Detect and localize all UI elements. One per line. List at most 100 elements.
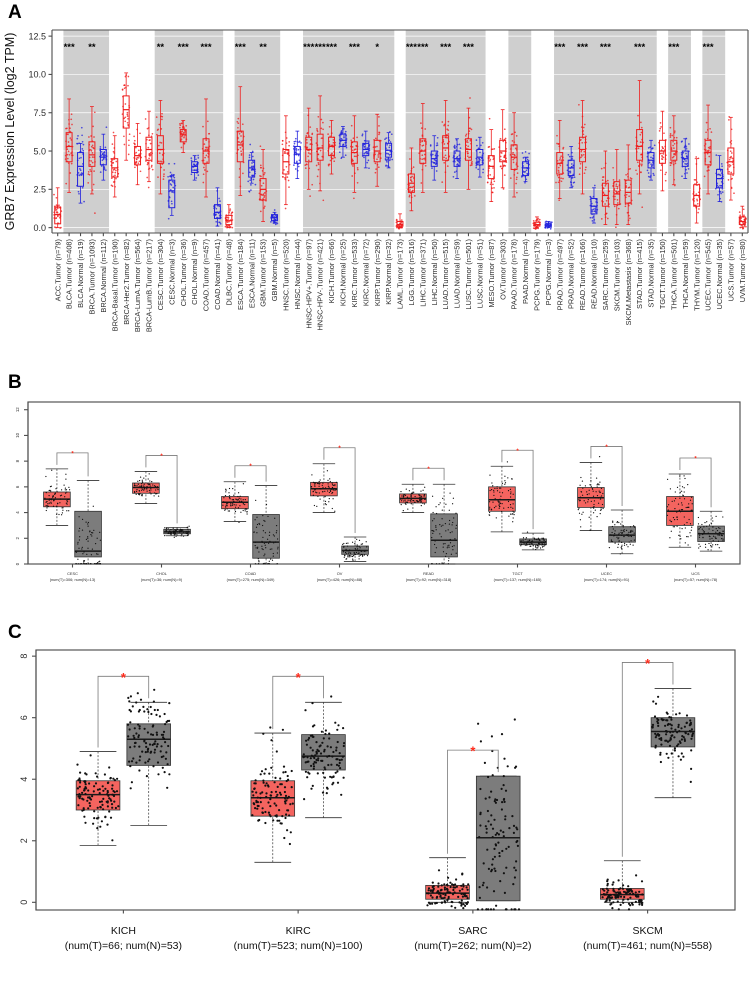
panel-a-x-axis-label: BLCA.Tumor (n=408)	[65, 239, 74, 309]
panel-a-x-axis-label: BRCA-LumB.Tumor (n=217)	[145, 239, 154, 332]
panel-a-x-axis-label: CESC.Normal (n=3)	[167, 239, 176, 305]
panel-a-box-group	[532, 216, 541, 230]
group-name-label: CESC	[67, 571, 78, 576]
panel-a-box-group	[680, 137, 690, 180]
panel-a-x-axis-label: KIRC.Tumor (n=533)	[350, 239, 359, 308]
panel-a-significance-star: ***	[303, 42, 314, 53]
group-sample-count-label: (num(T)=66; num(N)=53)	[65, 940, 182, 952]
panel-a-box-group	[110, 131, 120, 198]
panel-a-box-group	[612, 149, 622, 229]
significance-bracket	[323, 447, 356, 533]
panel-a-box-group	[498, 109, 508, 190]
panel-a-grey-band	[303, 30, 395, 233]
group-name-label: SARC	[458, 925, 488, 937]
panel-a-gepia-pancancer-boxplot: ACC.Tumor (n=79) *** BLCA.Tumor (n=408) BLC…	[0, 18, 750, 363]
panel-a-x-axis-label: CHOL.Normal (n=9)	[190, 239, 199, 305]
panel-a-x-axis-label: ESCA.Tumor (n=184)	[236, 239, 245, 310]
panel-a-box-group	[179, 119, 188, 153]
group-name-label: SKCM	[632, 925, 662, 937]
panel-a-box-group	[623, 144, 633, 225]
group-sample-count-label: (num(T)=174; num(N)=91)	[584, 577, 630, 582]
panel-a-x-axis-label: CHOL.Tumor (n=36)	[179, 239, 188, 306]
panel-a-box-group	[464, 97, 473, 190]
panel-a-x-axis-label: PAAD.Normal (n=4)	[521, 239, 530, 304]
panel-a-significance-star: ***	[178, 42, 189, 53]
group-name-label: TGCT	[512, 571, 523, 576]
panel-a-significance-star: ***	[600, 42, 611, 53]
box-group	[221, 481, 249, 524]
group-name-label: KICH	[111, 925, 136, 937]
panel-a-x-axis-label: TGCT.Tumor (n=150)	[658, 239, 667, 309]
box-group	[252, 485, 280, 565]
panel-a-significance-star: ***	[406, 42, 417, 53]
panel-a-significance-star: *	[375, 42, 379, 53]
panel-a-box-group	[361, 130, 371, 170]
panel-a-box-group	[247, 143, 257, 193]
panel-a-x-axis-label: GBM.Normal (n=5)	[270, 239, 279, 301]
panel-a-x-axis-label: SKCM.Tumor (n=103)	[612, 239, 621, 311]
box-group	[163, 525, 191, 538]
y-tick-label: 4	[15, 511, 20, 514]
panel-a-y-tick-label: 10.0	[28, 70, 46, 80]
panel-a-significance-star: **	[259, 42, 267, 53]
panel-a-significance-star: ***	[703, 42, 714, 53]
panel-a-x-axis-label: LGG.Tumor (n=516)	[407, 239, 416, 305]
group-name-label: UCS	[691, 571, 700, 576]
box-group	[43, 468, 71, 526]
y-tick-label: 2	[15, 537, 20, 540]
box-group	[132, 471, 160, 504]
panel-a-box-group	[190, 154, 200, 181]
panel-a-x-axis-label: BRCA.Normal (n=112)	[99, 239, 108, 313]
panel-a-x-axis-label: LUSC.Tumor (n=501)	[464, 239, 473, 310]
panel-b-svg: *CESC(num(T)=306; num(N)=13)*CHOL(num(T)…	[15, 401, 741, 582]
y-tick-label: 8	[19, 654, 29, 659]
significance-star: *	[249, 464, 252, 470]
panel-a-x-axis-label: SKCM.Metastasis (n=368)	[624, 239, 633, 325]
panel-a-x-axis-label: LIHC.Normal (n=50)	[430, 239, 439, 305]
significance-star: *	[427, 467, 430, 473]
panel-a-x-axis-label: PCPG.Tumor (n=179)	[533, 239, 542, 311]
panel-c-boxplot: * KICH (num(T)=66; num(N)=53) * KIRC (num(T)=…	[0, 640, 750, 985]
significance-star: *	[160, 454, 163, 460]
panel-a-significance-star: ***	[417, 42, 428, 53]
panel-a-box-group	[87, 106, 96, 214]
box-group	[75, 751, 121, 846]
group-sample-count-label: (num(T)=275; num(N)=349)	[227, 577, 275, 582]
group-name-label: UCEC	[601, 571, 612, 576]
panel-a-x-axis-label: BRCA.Tumor (n=1093)	[88, 239, 97, 315]
group-sample-count-label: (num(T)=137; num(N)=165)	[494, 577, 542, 582]
panel-a-significance-star: ***	[440, 42, 451, 53]
panel-a-box-group	[726, 115, 735, 201]
panel-a-significance-star: ***	[200, 42, 211, 53]
box-group	[74, 480, 102, 565]
panel-a-box-group	[350, 115, 359, 200]
panel-a-x-axis-label: CESC.Tumor (n=304)	[156, 239, 165, 310]
panel-a-box-group	[395, 213, 404, 230]
panel-a-x-axis-label: BRCA-Basal.Tumor (n=190)	[110, 239, 119, 331]
panel-a-x-axis-label: COAD.Tumor (n=457)	[202, 239, 211, 311]
panel-a-x-axis-label: UCEC.Tumor (n=545)	[704, 239, 713, 311]
panel-a-y-tick-label: 12.5	[28, 31, 46, 41]
panel-a-box-group	[441, 100, 451, 193]
panel-a-x-axis-label: PAAD.Tumor (n=178)	[510, 239, 519, 309]
panel-a-box-group	[121, 72, 131, 161]
group-sample-count-label: (num(T)=461; num(N)=558)	[583, 940, 712, 952]
panel-a-x-axis-label: KIRP.Normal (n=32)	[384, 239, 393, 305]
panel-a-x-axis-label: READ.Tumor (n=166)	[578, 239, 587, 310]
box-group	[697, 510, 725, 552]
panel-a-box-group	[281, 115, 291, 210]
significance-bracket	[56, 452, 89, 477]
box-group	[301, 695, 346, 819]
panel-a-significance-star: ***	[326, 42, 337, 53]
y-tick-label: 0	[15, 562, 20, 565]
panel-a-x-axis-label: BLCA.Normal (n=19)	[76, 239, 85, 308]
box-group	[600, 860, 645, 911]
y-tick-label: 8	[15, 459, 20, 462]
panel-a-box-group	[407, 147, 416, 212]
panel-a-x-axis-label: HNSC.Normal (n=44)	[293, 239, 302, 309]
panel-a-box-group	[315, 95, 325, 202]
panel-a-x-axis-label: THYM.Tumor (n=120)	[692, 239, 701, 311]
panel-a-y-axis-title: GRB7 Expression Level (log2 TPM)	[3, 33, 17, 231]
panel-a-grey-band	[668, 30, 691, 233]
panel-a-x-axis-label: BRCA-LumA.Tumor (n=564)	[133, 239, 142, 332]
